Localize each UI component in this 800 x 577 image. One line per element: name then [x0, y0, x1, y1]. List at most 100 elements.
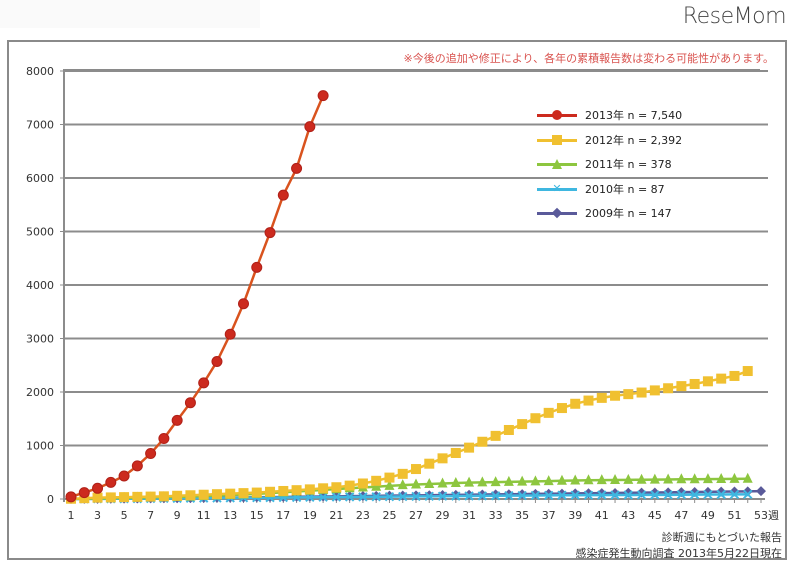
- y-tick-label: 7000: [26, 119, 54, 132]
- legend-label: 2010年 n = 87: [585, 182, 665, 196]
- series-line: [70, 95, 325, 499]
- data-point: [424, 491, 434, 502]
- data-point: [570, 490, 580, 500]
- legend-item-2011: 2011年 n = 378: [537, 152, 682, 177]
- legend-label: 2013年 n = 7,540: [585, 109, 683, 123]
- data-point: [198, 377, 210, 389]
- data-point: [530, 413, 541, 424]
- data-point: [318, 492, 328, 502]
- data-point: [490, 491, 501, 501]
- data-point: [411, 464, 421, 475]
- x-tick-label: 19: [303, 509, 317, 522]
- data-point: [702, 376, 713, 387]
- data-point: [570, 398, 581, 409]
- x-tick-label: 45: [648, 509, 662, 522]
- data-point: [105, 476, 117, 488]
- data-point: [583, 490, 594, 500]
- x-tick-labels: 1 3 5 7 9 11 13 15 17 19 21 23 25 27 29 31 33 35 37 39 41 43 4…: [68, 509, 780, 522]
- data-point: [265, 486, 276, 497]
- data-point: [92, 492, 103, 503]
- data-point: [636, 387, 647, 398]
- data-point: [663, 490, 673, 500]
- data-point: [424, 478, 435, 489]
- legend-item-2013: 2013年 n = 7,540: [537, 103, 682, 128]
- data-point: [145, 448, 157, 460]
- data-point: [703, 489, 713, 500]
- data-point: [78, 487, 90, 499]
- y-tick-label: 0: [47, 493, 54, 506]
- x-tick-label: 23: [356, 509, 370, 522]
- data-point: [79, 493, 90, 504]
- x-tick-label: 13: [223, 509, 237, 522]
- x-tick-label: 51: [727, 509, 741, 522]
- data-point: [132, 491, 143, 502]
- data-point: [676, 381, 687, 392]
- chart-frame: [7, 40, 787, 560]
- data-point: [610, 490, 620, 500]
- y-tick-label: 8000: [26, 65, 54, 78]
- data-point: [451, 491, 461, 501]
- data-point: [344, 492, 355, 502]
- legend-item-2010: ✕ 2010年 n = 87: [537, 177, 682, 202]
- series-line: [70, 369, 749, 500]
- data-point: [397, 468, 408, 479]
- data-point: [503, 475, 514, 486]
- data-point: [464, 442, 475, 453]
- data-point: [570, 474, 581, 485]
- y-tick-label: 2000: [26, 386, 54, 399]
- data-point: [729, 472, 740, 483]
- data-point: [650, 490, 660, 500]
- data-point: [238, 488, 249, 499]
- data-point: [92, 482, 104, 494]
- x-tick-label: 33: [489, 509, 503, 522]
- legend-swatch-circle-icon: [537, 110, 577, 121]
- data-point: [610, 474, 621, 485]
- x-tick-label: 41: [595, 509, 609, 522]
- data-point: [729, 370, 740, 381]
- data-point: [251, 261, 263, 273]
- legend-label: 2012年 n = 2,392: [585, 133, 683, 147]
- legend-item-2012: 2012年 n = 2,392: [537, 128, 682, 153]
- data-point: [119, 492, 130, 503]
- data-point: [610, 390, 621, 401]
- x-tick-label: 31: [462, 509, 476, 522]
- data-point: [477, 476, 488, 487]
- data-point: [358, 492, 368, 502]
- x-tick-label: 3: [94, 509, 101, 522]
- data-point: [318, 483, 329, 494]
- data-point: [636, 473, 647, 484]
- data-point: [317, 90, 329, 102]
- data-point: [623, 473, 634, 484]
- data-point: [185, 490, 196, 501]
- data-point: [636, 490, 647, 500]
- data-point: [184, 397, 196, 409]
- data-point: [503, 424, 514, 435]
- data-point: [158, 491, 169, 502]
- x-tick-label: 39: [568, 509, 582, 522]
- data-point: [504, 490, 514, 501]
- data-point: [477, 491, 488, 501]
- y-tick-label: 5000: [26, 226, 54, 239]
- data-point: [424, 458, 435, 469]
- data-point: [291, 162, 303, 174]
- data-point: [756, 486, 766, 497]
- data-point: [530, 488, 541, 499]
- data-point: [649, 385, 660, 396]
- data-point: [702, 473, 713, 484]
- data-point: [437, 453, 448, 464]
- data-point: [530, 490, 541, 501]
- data-point: [716, 489, 726, 500]
- x-tick-label: 9: [174, 509, 181, 522]
- footnote-basis: 診断週にもとづいた報告: [661, 531, 782, 544]
- data-point: [517, 490, 527, 501]
- data-point: [384, 472, 395, 483]
- data-point: [344, 480, 355, 491]
- legend-label: 2011年 n = 378: [585, 158, 672, 172]
- data-point: [437, 477, 448, 488]
- x-tick-label: 11: [197, 509, 211, 522]
- data-point: [742, 366, 753, 377]
- data-point: [105, 492, 116, 503]
- data-point: [517, 419, 528, 430]
- data-point: [490, 476, 501, 487]
- data-point: [145, 491, 156, 502]
